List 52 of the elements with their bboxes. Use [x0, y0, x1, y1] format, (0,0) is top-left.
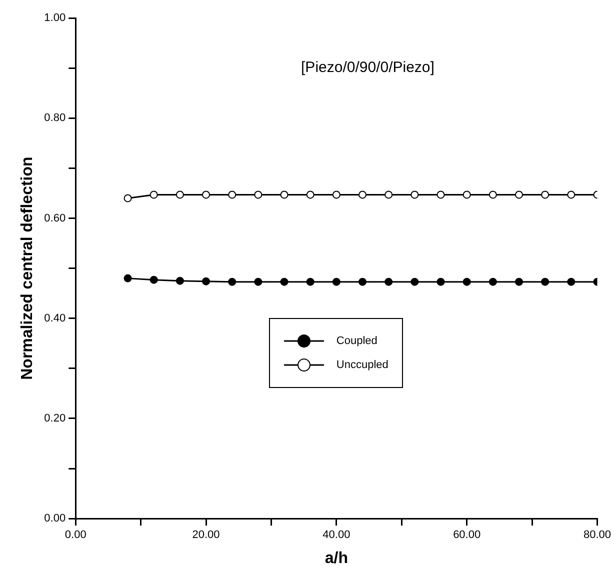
point	[124, 274, 132, 282]
point	[488, 190, 497, 199]
point	[436, 190, 445, 199]
point	[358, 190, 367, 199]
point	[514, 278, 523, 286]
y-tick-label: 0.20	[44, 412, 66, 425]
point	[410, 278, 419, 286]
y-axis-title: Normalized central deflection	[19, 156, 36, 380]
y-tick-label: 0.60	[44, 212, 66, 224]
point	[358, 278, 367, 286]
point	[436, 278, 445, 286]
point	[202, 190, 210, 199]
legend-label: Unccupled	[336, 359, 388, 372]
point	[332, 190, 340, 199]
point	[541, 278, 550, 286]
point	[228, 190, 236, 199]
x-tick-label: 0.00	[64, 529, 86, 542]
y-tick-label: 0.40	[44, 312, 66, 324]
point	[332, 278, 340, 286]
point	[150, 276, 158, 284]
point	[306, 190, 314, 199]
point	[567, 278, 576, 286]
point	[202, 277, 210, 286]
y-tick-label: 0.00	[44, 512, 66, 525]
y-tick-label: 1.00	[44, 12, 66, 24]
text: [Piezo/0/90/0/Piezo]	[301, 59, 434, 76]
point	[254, 278, 262, 286]
x-tick-label: 60.00	[453, 529, 481, 542]
point	[228, 278, 236, 286]
point	[280, 190, 288, 199]
point	[150, 190, 158, 199]
point	[280, 278, 288, 286]
point	[462, 278, 471, 286]
point	[124, 194, 132, 202]
y-tick-label: 0.80	[44, 112, 66, 124]
legend-label: Coupled	[336, 335, 378, 348]
point	[384, 278, 393, 286]
point	[462, 190, 471, 199]
point	[254, 190, 262, 199]
point	[514, 190, 523, 199]
point	[384, 190, 393, 199]
point	[541, 190, 550, 199]
point	[306, 278, 314, 286]
point	[176, 190, 184, 199]
x-tick-label: 40.00	[322, 529, 350, 542]
point	[176, 276, 184, 285]
x-tick-label: 20.00	[192, 529, 220, 542]
x-axis-title: a/h	[324, 550, 348, 567]
point	[567, 190, 576, 199]
point	[488, 278, 497, 286]
point	[410, 190, 419, 199]
x-tick-label: 80.00	[583, 529, 611, 542]
